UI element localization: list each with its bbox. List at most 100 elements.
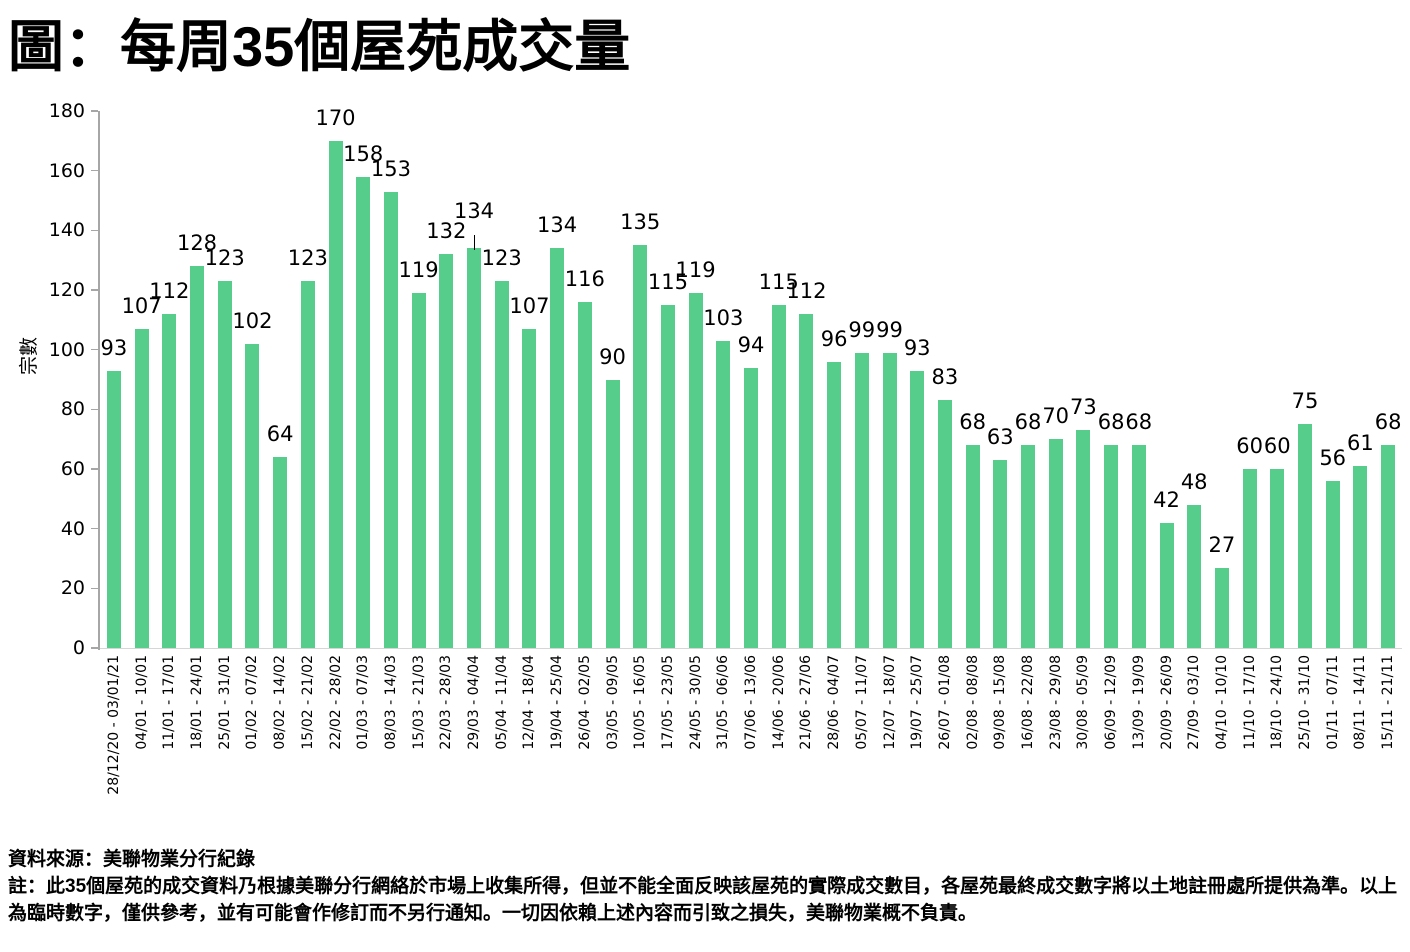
bar: [273, 457, 288, 648]
y-axis-tick-label: 20: [60, 577, 85, 600]
x-axis-label: 03/05 - 09/05: [604, 655, 621, 750]
bar: [383, 191, 398, 648]
bar-value-label: 128: [176, 231, 218, 256]
chart-title: 圖：每周35個屋苑成交量: [8, 15, 631, 78]
x-axis-label: 24/05 - 30/05: [687, 655, 704, 750]
bar: [162, 313, 177, 648]
x-axis-label: 06/09 - 12/09: [1103, 655, 1120, 750]
bar: [467, 248, 481, 648]
bar: [106, 370, 121, 648]
y-axis-tick: [91, 348, 98, 351]
x-axis-label: 07/06 - 13/06: [743, 655, 759, 750]
bar-value-label: 96: [820, 326, 848, 351]
bar: [439, 254, 454, 648]
bar: [494, 281, 509, 648]
bar-value-label: 83: [931, 365, 959, 390]
bar-value-label: 115: [758, 269, 799, 294]
y-axis-line: [98, 111, 100, 650]
bar-value-label: 170: [315, 105, 356, 130]
bar-value-label: 119: [398, 258, 439, 282]
bar: [1021, 445, 1035, 648]
bar-value-label: 99: [876, 317, 903, 342]
x-axis-label: 17/05 - 23/05: [659, 655, 676, 750]
bar: [799, 313, 814, 648]
bar-value-label: 123: [287, 246, 328, 271]
bar-value-label: 60: [1236, 434, 1263, 458]
x-axis-label: 05/04 - 11/04: [493, 655, 510, 750]
plot-area: 0 20 40 60 80 100 120 140 160 180 93 28/12/20 - 03/…: [49, 100, 1402, 795]
y-axis-tick: [91, 169, 98, 172]
bar-value-label: 116: [564, 266, 605, 291]
x-axis-label: 11/01 - 17/01: [161, 655, 178, 750]
bar-value-label: 119: [675, 258, 716, 282]
y-axis-tick-label: 160: [48, 159, 85, 182]
x-axis-label: 04/01 - 10/01: [133, 655, 150, 750]
bar: [605, 379, 620, 648]
bar-value-label: 73: [1070, 395, 1097, 420]
y-axis-tick: [91, 229, 98, 232]
x-axis-label: 29/03 - 04/04: [466, 655, 482, 750]
bar-value-label: 132: [426, 219, 467, 244]
bar: [937, 400, 952, 648]
bar-value-label: 153: [370, 156, 411, 181]
bar: [1159, 522, 1174, 648]
x-axis-label: 22/02 - 28/02: [327, 655, 344, 750]
bar: [771, 304, 786, 648]
bar: [827, 361, 842, 648]
y-axis-tick: [91, 289, 98, 291]
x-axis-label: 02/08 - 08/08: [964, 655, 981, 750]
x-axis-label: 05/07 - 11/07: [853, 655, 870, 750]
bar: [577, 301, 592, 648]
bar-value-label: 63: [986, 425, 1014, 450]
x-axis-label: 13/09 - 19/09: [1130, 655, 1147, 750]
bar-value-label: 134: [537, 213, 578, 238]
y-axis-tick: [91, 408, 98, 411]
source-note: 資料來源：美聯物業分行紀錄: [8, 849, 256, 870]
label-leader-line: [474, 235, 475, 251]
x-axis-label: 25/10 - 31/10: [1297, 655, 1313, 750]
bar: [1270, 469, 1285, 648]
x-axis-label: 28/12/20 - 03/01/21: [105, 655, 122, 795]
bar: [522, 328, 537, 648]
bar: [1048, 439, 1063, 648]
x-axis-label: 15/11 - 21/11: [1380, 655, 1397, 750]
bar-value-label: 107: [509, 293, 550, 318]
bar: [217, 281, 232, 648]
bar-value-label: 94: [737, 332, 765, 357]
bar: [1104, 445, 1119, 648]
x-axis-label: 19/04 - 25/04: [549, 655, 566, 750]
bar: [411, 293, 426, 648]
x-axis-label: 08/02 - 14/02: [272, 655, 289, 750]
bar-value-label: 60: [1263, 434, 1291, 458]
x-axis-label: 01/02 - 07/02: [244, 655, 261, 750]
x-axis-label: 11/10 - 17/10: [1241, 655, 1258, 750]
bar: [550, 248, 565, 648]
x-axis-label: 08/03 - 14/03: [382, 655, 399, 750]
bar-value-label: 103: [703, 305, 744, 330]
x-axis-label: 21/06 - 27/06: [798, 655, 815, 750]
bar: [356, 176, 371, 648]
y-axis-tick-label: 140: [48, 219, 85, 242]
x-axis-label: 12/07 - 18/07: [881, 655, 898, 750]
bar-value-label: 102: [232, 308, 273, 333]
bar-value-label: 48: [1180, 469, 1208, 494]
bar: [245, 343, 260, 648]
bar-value-label: 107: [121, 293, 162, 318]
bar: [1298, 424, 1312, 648]
x-axis-label: 10/05 - 16/05: [632, 655, 649, 750]
bar: [744, 367, 758, 648]
y-axis-tick-label: 40: [60, 517, 85, 540]
x-axis-label: 04/10 - 10/10: [1213, 655, 1230, 750]
bar: [1353, 466, 1368, 648]
bar: [716, 340, 731, 648]
x-axis-label: 26/07 - 01/08: [936, 655, 953, 750]
bar-value-label: 93: [100, 335, 128, 360]
x-axis-label: 18/10 - 24/10: [1269, 655, 1286, 750]
bar: [993, 460, 1008, 648]
x-axis-label: 28/06 - 04/07: [826, 655, 843, 750]
bar-value-label: 64: [266, 422, 294, 447]
disclaimer-note: 註：此35個屋苑的成交資料乃根據美聯分行網絡於市場上收集所得，但並不能全面反映該…: [8, 876, 1398, 924]
y-axis-tick: [91, 647, 98, 649]
bar: [190, 266, 204, 648]
